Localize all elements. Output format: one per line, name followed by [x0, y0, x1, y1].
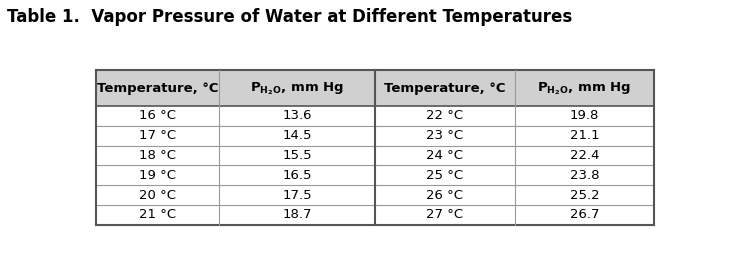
Text: 23.8: 23.8	[569, 169, 600, 182]
Text: 19 °C: 19 °C	[139, 169, 176, 182]
Text: 25.2: 25.2	[569, 189, 600, 201]
Text: 25 °C: 25 °C	[426, 169, 463, 182]
Text: 14.5: 14.5	[283, 129, 312, 142]
Text: 27 °C: 27 °C	[426, 208, 463, 221]
Text: $\mathbf{P_{H_2O}}$, mm Hg: $\mathbf{P_{H_2O}}$, mm Hg	[537, 80, 632, 97]
Text: 22 °C: 22 °C	[426, 109, 463, 122]
Text: 13.6: 13.6	[283, 109, 312, 122]
Text: Table 1.  Vapor Pressure of Water at Different Temperatures: Table 1. Vapor Pressure of Water at Diff…	[7, 8, 572, 26]
Text: 15.5: 15.5	[283, 149, 312, 162]
Text: 16.5: 16.5	[283, 169, 312, 182]
Text: 24 °C: 24 °C	[427, 149, 463, 162]
Text: $\mathbf{P_{H_2O}}$, mm Hg: $\mathbf{P_{H_2O}}$, mm Hg	[250, 80, 344, 97]
Text: 21 °C: 21 °C	[139, 208, 176, 221]
Text: 18 °C: 18 °C	[139, 149, 176, 162]
Text: Temperature, °C: Temperature, °C	[384, 82, 506, 95]
Text: 16 °C: 16 °C	[139, 109, 176, 122]
Text: 22.4: 22.4	[569, 149, 600, 162]
Text: 19.8: 19.8	[569, 109, 600, 122]
Text: 18.7: 18.7	[283, 208, 312, 221]
Text: Temperature, °C: Temperature, °C	[97, 82, 218, 95]
Text: 21.1: 21.1	[569, 129, 600, 142]
Text: 26 °C: 26 °C	[427, 189, 463, 201]
Text: 26.7: 26.7	[569, 208, 600, 221]
Text: 23 °C: 23 °C	[426, 129, 463, 142]
Text: 20 °C: 20 °C	[139, 189, 176, 201]
Text: 17.5: 17.5	[283, 189, 312, 201]
Text: 17 °C: 17 °C	[139, 129, 176, 142]
